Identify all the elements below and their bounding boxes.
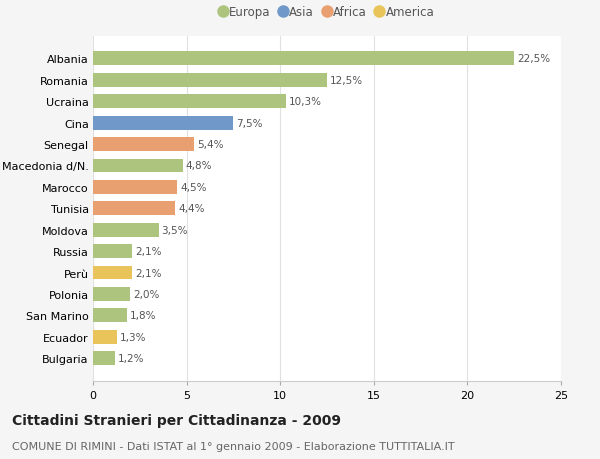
Text: 7,5%: 7,5% xyxy=(236,118,263,129)
Bar xyxy=(93,309,127,323)
Bar xyxy=(93,180,177,195)
Bar xyxy=(93,352,115,365)
Text: 22,5%: 22,5% xyxy=(517,54,550,64)
Legend: Europa, Asia, Africa, America: Europa, Asia, Africa, America xyxy=(215,1,439,24)
Bar xyxy=(93,245,133,258)
Text: 2,1%: 2,1% xyxy=(135,246,161,257)
Bar xyxy=(93,159,183,173)
Text: 4,5%: 4,5% xyxy=(180,183,206,192)
Text: 4,8%: 4,8% xyxy=(185,161,212,171)
Text: 5,4%: 5,4% xyxy=(197,140,223,150)
Text: COMUNE DI RIMINI - Dati ISTAT al 1° gennaio 2009 - Elaborazione TUTTITALIA.IT: COMUNE DI RIMINI - Dati ISTAT al 1° genn… xyxy=(12,441,455,451)
Text: 1,8%: 1,8% xyxy=(130,311,156,321)
Bar xyxy=(93,223,158,237)
Text: 2,0%: 2,0% xyxy=(133,289,160,299)
Bar xyxy=(93,266,133,280)
Text: 2,1%: 2,1% xyxy=(135,268,161,278)
Bar xyxy=(93,202,175,216)
Text: 1,2%: 1,2% xyxy=(118,353,145,364)
Bar xyxy=(93,52,514,66)
Text: 4,4%: 4,4% xyxy=(178,204,205,214)
Text: 3,5%: 3,5% xyxy=(161,225,188,235)
Bar xyxy=(93,330,118,344)
Bar xyxy=(93,95,286,109)
Bar xyxy=(93,74,327,88)
Text: Cittadini Stranieri per Cittadinanza - 2009: Cittadini Stranieri per Cittadinanza - 2… xyxy=(12,413,341,427)
Bar xyxy=(93,138,194,152)
Text: 10,3%: 10,3% xyxy=(289,97,322,107)
Bar xyxy=(93,117,233,130)
Text: 1,3%: 1,3% xyxy=(120,332,146,342)
Bar xyxy=(93,287,130,301)
Text: 12,5%: 12,5% xyxy=(330,76,363,86)
